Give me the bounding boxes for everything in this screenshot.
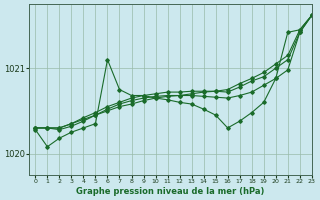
X-axis label: Graphe pression niveau de la mer (hPa): Graphe pression niveau de la mer (hPa) xyxy=(76,187,265,196)
